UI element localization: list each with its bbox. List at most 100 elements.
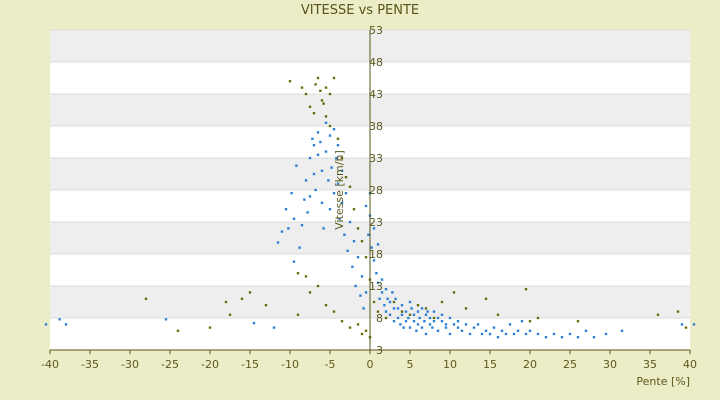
x-tick-label: -15	[241, 358, 259, 371]
series-a-point	[312, 172, 316, 176]
series-a-point	[512, 332, 516, 336]
series-a-point	[508, 323, 512, 326]
series-a-point	[460, 329, 464, 332]
series-b-point	[324, 115, 328, 118]
series-a-point	[292, 260, 296, 263]
series-a-point	[544, 336, 548, 339]
x-tick-label: 15	[483, 358, 497, 371]
series-a-point	[399, 323, 402, 326]
series-a-point	[314, 188, 317, 192]
series-a-point	[568, 332, 572, 336]
series-b-point	[324, 304, 328, 307]
series-a-point	[335, 156, 338, 160]
series-a-point	[346, 249, 349, 252]
series-b-point	[328, 92, 332, 96]
series-b-point	[524, 288, 528, 291]
series-b-point	[440, 300, 444, 304]
x-tick-label: 25	[563, 358, 577, 371]
series-a-point	[412, 320, 416, 323]
x-tick-label: -10	[281, 358, 299, 371]
series-b-point	[320, 99, 324, 102]
series-b-point	[376, 310, 380, 313]
series-a-point	[432, 320, 436, 323]
series-a-point	[472, 326, 476, 329]
series-a-point	[367, 233, 370, 236]
series-a-point	[394, 297, 397, 300]
series-b-point	[392, 300, 396, 304]
series-a-point	[328, 208, 332, 211]
series-b-point	[528, 320, 532, 323]
series-a-point	[488, 332, 492, 336]
series-a-point	[480, 332, 484, 336]
x-tick-label: 35	[643, 358, 657, 371]
series-a-point	[338, 217, 341, 220]
series-a-point	[456, 320, 460, 323]
series-a-point	[452, 323, 456, 326]
series-b-point	[144, 297, 148, 300]
x-tick-label: 20	[523, 358, 537, 371]
series-a-point	[308, 156, 312, 160]
series-b-point	[224, 300, 228, 304]
x-tick-label: 10	[443, 358, 457, 371]
series-b-point	[432, 316, 436, 320]
series-a-point	[316, 131, 320, 134]
series-a-point	[386, 297, 389, 300]
series-b-point	[352, 208, 356, 211]
series-a-point	[308, 195, 312, 198]
series-b-point	[452, 291, 456, 294]
series-a-point	[330, 166, 333, 169]
x-tick-label: -5	[325, 358, 336, 371]
series-a-point	[351, 265, 354, 268]
series-b-point	[416, 304, 420, 307]
series-a-point	[402, 326, 405, 329]
series-b-point	[314, 83, 317, 86]
series-b-point	[228, 313, 232, 316]
series-a-point	[340, 169, 344, 172]
series-b-point	[408, 313, 412, 316]
series-a-point	[383, 304, 386, 307]
series-a-point	[504, 332, 508, 336]
series-a-point	[324, 150, 328, 153]
series-a-point	[340, 201, 344, 204]
series-b-point	[316, 284, 320, 288]
series-a-point	[380, 278, 384, 281]
series-a-point	[64, 323, 68, 326]
series-a-point	[692, 323, 696, 326]
series-a-point	[423, 320, 426, 323]
series-a-point	[396, 316, 400, 320]
series-a-point	[400, 313, 404, 316]
series-b-point	[676, 310, 680, 313]
series-a-point	[332, 192, 336, 195]
series-a-point	[604, 332, 608, 336]
series-a-point	[306, 211, 309, 214]
series-b-point	[312, 112, 316, 115]
series-a-point	[320, 169, 324, 172]
series-a-point	[420, 307, 424, 310]
series-a-point	[280, 230, 284, 233]
y-tick-label: 43	[369, 88, 383, 101]
series-a-point	[58, 318, 61, 321]
series-b-point	[300, 86, 304, 89]
series-b-point	[372, 300, 376, 304]
series-a-point	[324, 121, 328, 124]
series-a-point	[432, 310, 436, 313]
series-a-point	[428, 316, 432, 320]
series-a-point	[343, 233, 346, 236]
series-a-point	[376, 243, 380, 246]
series-b-point	[288, 80, 292, 83]
series-a-point	[328, 134, 332, 137]
series-a-point	[298, 246, 301, 249]
y-tick-label: 48	[369, 56, 383, 69]
series-a-point	[431, 326, 434, 329]
series-b-point	[340, 156, 344, 160]
series-b-point	[296, 313, 300, 316]
series-b-point	[348, 185, 352, 188]
series-a-point	[354, 284, 357, 288]
series-a-point	[436, 316, 440, 320]
series-a-point	[560, 336, 564, 339]
x-axis-label: Pente [%]	[636, 375, 690, 388]
series-a-point	[303, 198, 306, 201]
series-b-point	[322, 102, 325, 105]
series-a-point	[384, 310, 388, 313]
series-a-point	[44, 323, 48, 326]
